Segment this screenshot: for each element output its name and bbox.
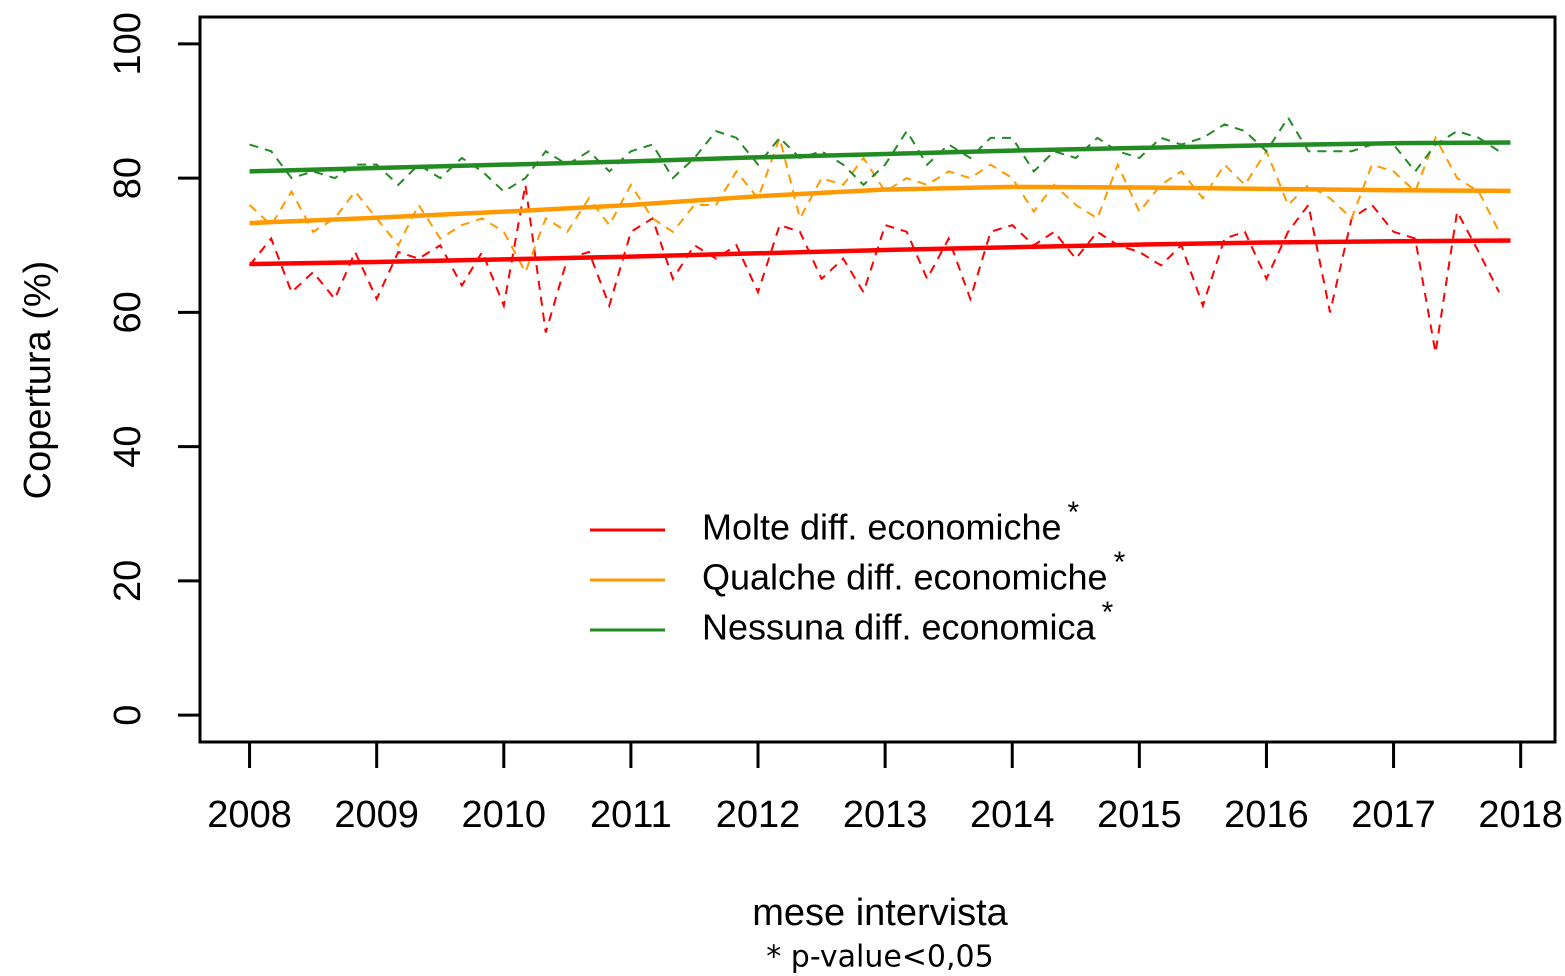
x-tick-label: 2012: [716, 794, 801, 836]
x-tick-label: 2016: [1224, 794, 1309, 836]
y-tick-label: 40: [107, 425, 149, 467]
trend-line: [249, 184, 1511, 226]
y-axis-title: Copertura (%): [17, 261, 59, 500]
trend-line: [249, 238, 1511, 267]
x-tick-label: 2008: [207, 794, 292, 836]
x-tick-label: 2017: [1351, 794, 1436, 836]
series-line: [248, 184, 1500, 353]
y-tick-label: 100: [107, 12, 149, 75]
x-tick-label: 2015: [1097, 794, 1182, 836]
x-axis-title: mese intervista: [752, 892, 1008, 934]
x-tick-label: 2014: [970, 794, 1055, 836]
plot-frame: [198, 15, 1557, 744]
legend-label: Qualche diff. economiche: [702, 557, 1108, 598]
x-tick-label: 2013: [843, 794, 928, 836]
significance-mark: *: [1102, 596, 1114, 629]
y-tick-label: 80: [107, 157, 149, 199]
y-tick-label: 60: [107, 291, 149, 333]
trend-line: [249, 140, 1511, 174]
footnote: * p-value<0,05: [766, 940, 993, 975]
legend-label: Molte diff. economiche: [702, 507, 1062, 548]
series-line: [249, 115, 1500, 193]
significance-mark: *: [1114, 546, 1126, 579]
y-tick-label: 20: [107, 560, 149, 602]
x-tick-label: 2010: [462, 794, 547, 836]
x-tick-label: 2011: [590, 794, 672, 836]
x-tick-label: 2009: [334, 794, 419, 836]
x-tick-label: 2018: [1478, 794, 1563, 836]
significance-mark: *: [1068, 496, 1080, 529]
legend-label: Nessuna diff. economica: [702, 607, 1097, 648]
y-tick-label: 0: [107, 705, 149, 726]
